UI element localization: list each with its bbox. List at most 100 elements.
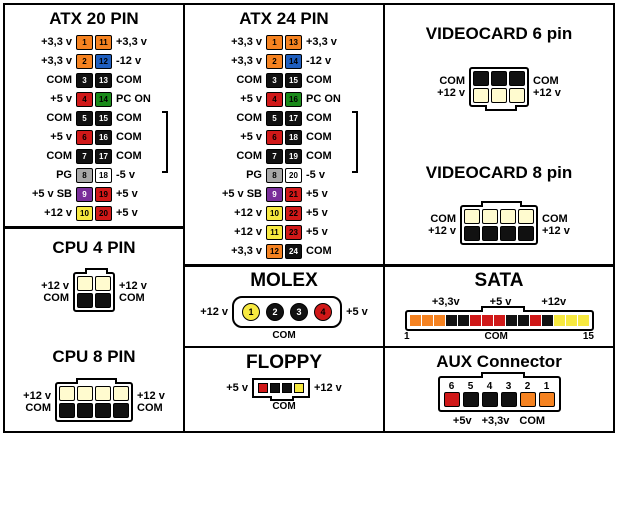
videocard-panel: VIDEOCARD 6 pin COM+12 vCOM+12 v VIDEOCA… — [383, 3, 616, 267]
pin — [539, 392, 555, 407]
cpu8-title: CPU 8 PIN — [52, 347, 135, 367]
pin — [482, 392, 498, 407]
pin — [422, 315, 433, 326]
pin: 17 — [285, 111, 302, 126]
pin — [554, 315, 565, 326]
pin: 21 — [285, 187, 302, 202]
pin: 6 — [76, 130, 93, 145]
pin — [501, 392, 517, 407]
pin — [59, 386, 75, 401]
aux-title: AUX Connector — [436, 352, 562, 372]
aux-panel: AUX Connector 654321 +5v +3,3v COM — [383, 346, 616, 433]
floppy-left: +5 v — [226, 382, 248, 394]
pin: 12 — [266, 244, 283, 259]
pin: 3 — [266, 73, 283, 88]
aux-bottomlabels: +5v +3,3v COM — [453, 415, 545, 427]
atx24-title: ATX 24 PIN — [239, 9, 328, 29]
pin: 10 — [76, 206, 93, 221]
molex-right: +5 v — [346, 306, 368, 318]
pin: 9 — [76, 187, 93, 202]
pin: 8 — [76, 168, 93, 183]
pin — [491, 71, 507, 86]
pin: 19 — [285, 149, 302, 164]
atx20-title: ATX 20 PIN — [49, 9, 138, 29]
pin — [458, 315, 469, 326]
pin: 3 — [76, 73, 93, 88]
pin: 15 — [95, 111, 112, 126]
pin — [542, 315, 553, 326]
pin: 12 — [95, 54, 112, 69]
pin: 18 — [95, 168, 112, 183]
pin — [464, 209, 480, 224]
pin — [294, 383, 304, 393]
pin — [77, 403, 93, 418]
pin — [491, 88, 507, 103]
pin: 16 — [285, 92, 302, 107]
pin: 11 — [266, 225, 283, 240]
video6-pins: COM+12 vCOM+12 v — [437, 67, 561, 107]
molex-left: +12 v — [200, 306, 228, 318]
floppy-body — [252, 378, 310, 398]
pin: 24 — [285, 244, 302, 259]
pin: 16 — [95, 130, 112, 145]
pin — [506, 315, 517, 326]
pin — [482, 209, 498, 224]
pin — [77, 386, 93, 401]
pin: 4 — [314, 303, 332, 321]
pin: 2 — [266, 54, 283, 69]
pin — [95, 276, 111, 291]
molex-title: MOLEX — [250, 270, 318, 292]
pin — [509, 88, 525, 103]
video6-title: VIDEOCARD 6 pin — [426, 24, 572, 44]
pin: 23 — [285, 225, 302, 240]
pin: 7 — [76, 149, 93, 164]
pin: 17 — [95, 149, 112, 164]
pin: 18 — [285, 130, 302, 145]
pin — [59, 403, 75, 418]
pin — [473, 88, 489, 103]
atx20-panel: ATX 20 PIN +3,3 v111+3,3 v+3,3 v212-12 v… — [3, 3, 186, 229]
pin: 19 — [95, 187, 112, 202]
pin — [566, 315, 577, 326]
pin — [113, 403, 129, 418]
pin — [482, 315, 493, 326]
floppy-right: +12 v — [314, 382, 342, 394]
pin — [434, 315, 445, 326]
pin: 9 — [266, 187, 283, 202]
pin: 1 — [266, 35, 283, 50]
pin — [530, 315, 541, 326]
pin — [95, 386, 111, 401]
pin — [520, 392, 536, 407]
sata-title: SATA — [475, 270, 524, 292]
pin: 14 — [285, 54, 302, 69]
connector-grid: ATX 20 PIN +3,3 v111+3,3 v+3,3 v212-12 v… — [4, 4, 617, 432]
pin — [410, 315, 421, 326]
cpu4-title: CPU 4 PIN — [52, 238, 135, 258]
floppy-bottom: COM — [272, 401, 295, 412]
pin: 15 — [285, 73, 302, 88]
pin — [518, 226, 534, 241]
pin — [113, 386, 129, 401]
pin — [578, 315, 589, 326]
pin: 22 — [285, 206, 302, 221]
pin: 5 — [266, 111, 283, 126]
pin — [77, 293, 93, 308]
pin — [500, 209, 516, 224]
floppy-title: FLOPPY — [246, 352, 322, 374]
pin: 7 — [266, 149, 283, 164]
pin: 14 — [95, 92, 112, 107]
pin: 2 — [266, 303, 284, 321]
cpu8-pins: +12 vCOM+12 vCOM — [23, 382, 165, 422]
video8-pins: COM+12 vCOM+12 v — [428, 205, 570, 245]
pin — [270, 383, 280, 393]
pin — [464, 226, 480, 241]
pin — [463, 392, 479, 407]
pin — [77, 276, 93, 291]
sata-panel: SATA +3,3v +5 v +12v 1 COM 15 — [383, 264, 616, 348]
pin — [494, 315, 505, 326]
aux-body: 654321 — [438, 376, 561, 412]
pin — [509, 71, 525, 86]
pin: 4 — [76, 92, 93, 107]
pin: 1 — [76, 35, 93, 50]
pin — [518, 315, 529, 326]
